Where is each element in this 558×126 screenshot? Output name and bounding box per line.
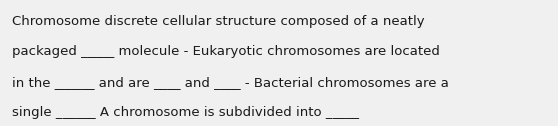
Text: Chromosome discrete cellular structure composed of a neatly: Chromosome discrete cellular structure c… xyxy=(12,15,425,28)
Text: in the ______ and are ____ and ____ - Bacterial chromosomes are a: in the ______ and are ____ and ____ - Ba… xyxy=(12,76,449,89)
Text: single ______ A chromosome is subdivided into _____: single ______ A chromosome is subdivided… xyxy=(12,106,359,119)
Text: packaged _____ molecule - Eukaryotic chromosomes are located: packaged _____ molecule - Eukaryotic chr… xyxy=(12,45,440,58)
